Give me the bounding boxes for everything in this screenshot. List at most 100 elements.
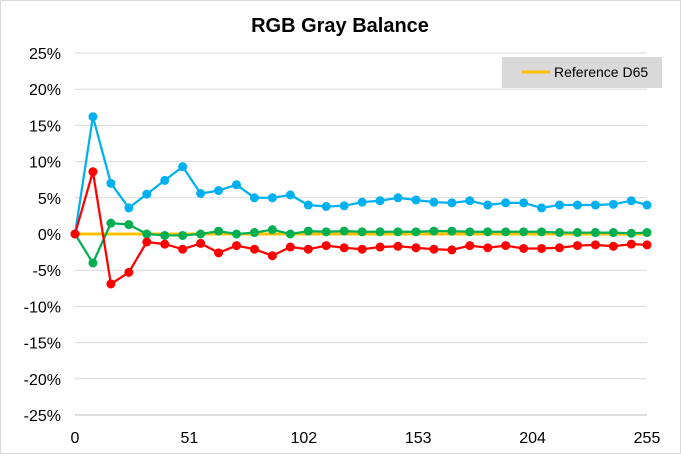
data-point [411, 227, 421, 237]
data-point [124, 203, 134, 213]
data-point [429, 197, 439, 207]
data-point [303, 200, 313, 210]
data-point [393, 241, 403, 251]
data-point [572, 200, 582, 210]
data-point [142, 229, 152, 239]
data-point [196, 188, 206, 198]
y-tick-label: -10% [24, 299, 61, 316]
data-point [214, 186, 224, 196]
data-point [160, 230, 170, 240]
data-point [393, 193, 403, 203]
data-point [160, 175, 170, 185]
data-point [339, 201, 349, 211]
data-point [285, 190, 295, 200]
chart-title: RGB Gray Balance [251, 15, 429, 37]
data-point [339, 243, 349, 253]
data-point [555, 228, 565, 238]
data-point [411, 243, 421, 253]
data-point [178, 162, 188, 172]
data-point [214, 248, 224, 258]
data-point [642, 200, 652, 210]
data-point [267, 251, 277, 261]
data-point [411, 195, 421, 205]
data-point [106, 218, 116, 228]
data-point [555, 200, 565, 210]
data-point [447, 198, 457, 208]
data-point [267, 225, 277, 235]
y-tick-label: 10% [29, 155, 61, 172]
y-tick-label: -25% [24, 408, 61, 425]
data-point [555, 243, 565, 253]
data-point [232, 241, 242, 251]
data-point [142, 189, 152, 199]
data-point [178, 244, 188, 254]
data-point [196, 238, 206, 248]
data-point [70, 229, 80, 239]
data-point [375, 242, 385, 252]
data-point [393, 227, 403, 237]
data-point [483, 227, 493, 237]
data-point [465, 196, 475, 206]
data-point [626, 228, 636, 238]
data-point [483, 200, 493, 210]
data-point [519, 227, 529, 237]
data-point [642, 240, 652, 250]
data-point [357, 244, 367, 254]
data-point [572, 228, 582, 238]
data-point [196, 229, 206, 239]
data-point [124, 220, 134, 230]
data-point [483, 243, 493, 253]
y-tick-label: -15% [24, 336, 61, 353]
data-point [321, 201, 331, 211]
data-point [537, 227, 547, 237]
data-point [519, 198, 529, 208]
data-point [519, 243, 529, 253]
data-point [106, 178, 116, 188]
series-series-1 [70, 112, 652, 239]
data-point [465, 241, 475, 251]
data-point [142, 237, 152, 247]
data-point [285, 242, 295, 252]
data-point [285, 229, 295, 239]
data-point [232, 180, 242, 190]
series-layer [70, 112, 652, 289]
data-point [537, 243, 547, 253]
data-point [608, 241, 618, 251]
data-point [88, 112, 98, 122]
data-point [339, 226, 349, 236]
data-point [88, 167, 98, 177]
y-tick-label: -20% [24, 372, 61, 389]
data-point [303, 226, 313, 236]
data-point [501, 241, 511, 251]
data-point [106, 279, 116, 289]
data-point [429, 226, 439, 236]
data-point [447, 245, 457, 255]
data-point [608, 228, 618, 238]
data-point [249, 244, 259, 254]
data-point [178, 230, 188, 240]
data-point [590, 240, 600, 250]
data-point [124, 267, 134, 277]
y-tick-label: 15% [29, 118, 61, 135]
data-point [642, 228, 652, 238]
x-tick-label: 51 [181, 430, 199, 447]
data-point [303, 244, 313, 254]
x-tick-label: 255 [634, 430, 661, 447]
x-tick-label: 153 [405, 430, 432, 447]
x-tick-label: 0 [71, 430, 80, 447]
legend-label-reference-d65: Reference D65 [554, 64, 648, 80]
y-tick-label: 20% [29, 82, 61, 99]
data-point [357, 197, 367, 207]
data-point [375, 196, 385, 206]
data-point [214, 226, 224, 236]
data-point [572, 241, 582, 251]
y-tick-label: 0% [38, 227, 61, 244]
y-tick-label: 5% [38, 191, 61, 208]
data-point [537, 203, 547, 213]
data-point [590, 200, 600, 210]
data-point [501, 227, 511, 237]
data-point [249, 228, 259, 238]
legend: Reference D65 [502, 57, 662, 88]
